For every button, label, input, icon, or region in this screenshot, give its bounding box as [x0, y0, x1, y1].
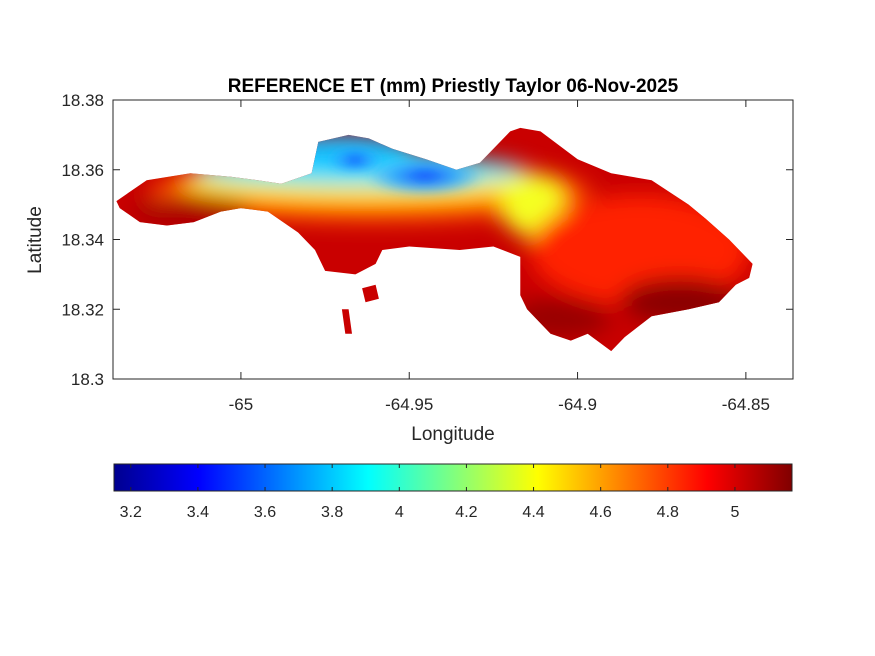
y-axis-label: Latitude: [25, 206, 46, 274]
chart-title: REFERENCE ET (mm) Priestly Taylor 06-Nov…: [228, 76, 679, 97]
x-tick-label: -64.95: [385, 395, 433, 414]
colorbar: [113, 463, 793, 492]
x-tick-label: -65: [229, 395, 254, 414]
y-tick-label: 18.36: [61, 161, 104, 180]
colorbar-tick-label: 3.6: [254, 504, 276, 521]
colorbar-tick-label: 3.2: [120, 504, 142, 521]
y-tick-label: 18.34: [61, 231, 104, 250]
et-field-low-west: [327, 147, 383, 173]
colorbar-tick-label: 4.6: [590, 504, 612, 521]
y-tick-label: 18.3: [71, 370, 104, 389]
x-tick-label: -64.85: [722, 395, 770, 414]
colorbar-tick-label: 5: [730, 504, 739, 521]
x-axis-label: Longitude: [411, 424, 494, 445]
et-field-east-red: [530, 195, 750, 305]
colorbar-tick-label: 4.4: [522, 504, 544, 521]
colorbar-tick-label: 3.4: [187, 504, 209, 521]
colorbar-tick-label: 4: [395, 504, 404, 521]
y-tick-label: 18.32: [61, 300, 104, 319]
y-tick-label: 18.38: [61, 91, 104, 110]
colorbar-tick-label: 4.2: [455, 504, 477, 521]
colorbar-tick-label: 3.8: [321, 504, 343, 521]
x-tick-label: -64.9: [558, 395, 597, 414]
colorbar-tick-label: 4.8: [657, 504, 679, 521]
